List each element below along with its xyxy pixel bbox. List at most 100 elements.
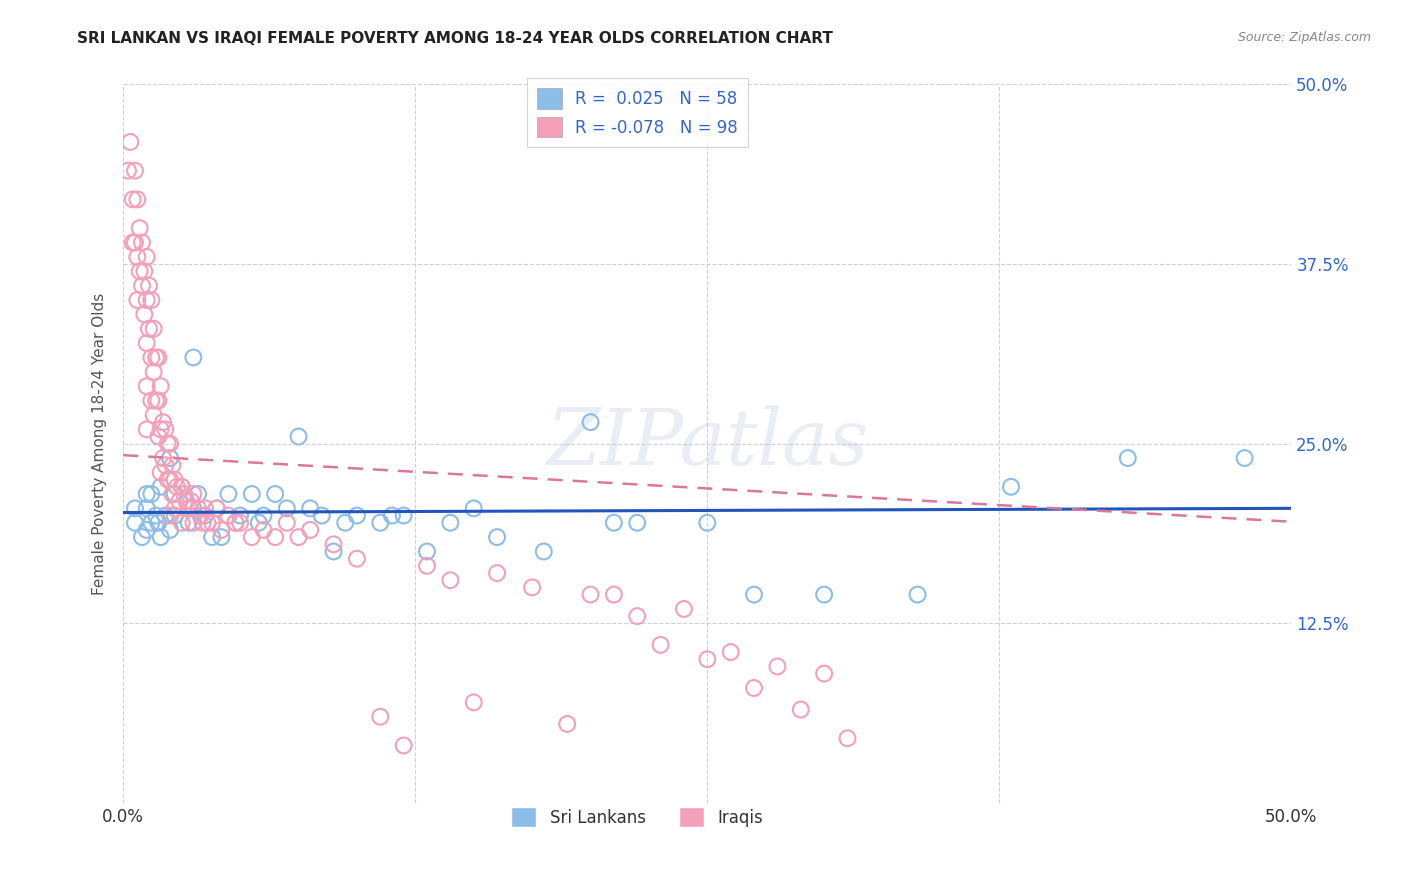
- Point: [742, 588, 765, 602]
- Point: [180, 494, 202, 508]
- Point: [205, 501, 228, 516]
- Point: [142, 408, 165, 422]
- Point: [229, 508, 252, 523]
- Point: [145, 393, 167, 408]
- Point: [322, 544, 344, 558]
- Point: [141, 487, 163, 501]
- Point: [311, 508, 333, 523]
- Point: [148, 429, 170, 443]
- Point: [209, 530, 232, 544]
- Point: [156, 473, 179, 487]
- Point: [163, 487, 186, 501]
- Point: [124, 235, 146, 250]
- Point: [813, 588, 835, 602]
- Text: SRI LANKAN VS IRAQI FEMALE POVERTY AMONG 18-24 YEAR OLDS CORRELATION CHART: SRI LANKAN VS IRAQI FEMALE POVERTY AMONG…: [77, 31, 834, 46]
- Point: [142, 322, 165, 336]
- Point: [141, 293, 163, 307]
- Point: [766, 659, 789, 673]
- Point: [205, 501, 228, 516]
- Point: [155, 458, 177, 473]
- Text: ZIPatlas: ZIPatlas: [546, 406, 869, 482]
- Point: [240, 530, 263, 544]
- Point: [135, 250, 157, 264]
- Point: [392, 739, 415, 753]
- Point: [439, 573, 461, 587]
- Point: [626, 609, 648, 624]
- Point: [1116, 451, 1139, 466]
- Point: [152, 451, 174, 466]
- Point: [287, 530, 309, 544]
- Point: [194, 508, 217, 523]
- Point: [224, 516, 246, 530]
- Point: [159, 436, 181, 450]
- Point: [486, 530, 509, 544]
- Point: [173, 487, 195, 501]
- Point: [120, 135, 142, 149]
- Point: [124, 163, 146, 178]
- Point: [229, 516, 252, 530]
- Point: [813, 666, 835, 681]
- Point: [176, 494, 198, 508]
- Point: [163, 501, 186, 516]
- Point: [127, 293, 149, 307]
- Point: [217, 508, 239, 523]
- Point: [138, 278, 160, 293]
- Point: [555, 717, 578, 731]
- Point: [191, 516, 214, 530]
- Point: [131, 530, 153, 544]
- Point: [177, 501, 200, 516]
- Point: [837, 731, 859, 746]
- Point: [183, 351, 205, 365]
- Point: [190, 508, 212, 523]
- Point: [392, 508, 415, 523]
- Point: [134, 307, 156, 321]
- Point: [131, 235, 153, 250]
- Point: [141, 351, 163, 365]
- Point: [159, 523, 181, 537]
- Point: [368, 710, 391, 724]
- Point: [134, 264, 156, 278]
- Y-axis label: Female Poverty Among 18-24 Year Olds: Female Poverty Among 18-24 Year Olds: [93, 293, 107, 595]
- Point: [187, 501, 209, 516]
- Point: [149, 530, 172, 544]
- Point: [149, 422, 172, 436]
- Point: [177, 516, 200, 530]
- Point: [149, 480, 172, 494]
- Point: [603, 588, 626, 602]
- Point: [159, 473, 181, 487]
- Point: [486, 566, 509, 580]
- Point: [1233, 451, 1256, 466]
- Point: [155, 508, 177, 523]
- Point: [170, 480, 193, 494]
- Point: [169, 494, 191, 508]
- Point: [197, 516, 219, 530]
- Point: [240, 487, 263, 501]
- Point: [224, 516, 246, 530]
- Point: [907, 588, 929, 602]
- Point: [201, 530, 224, 544]
- Point: [163, 473, 186, 487]
- Point: [346, 508, 368, 523]
- Point: [145, 508, 167, 523]
- Point: [170, 480, 193, 494]
- Point: [128, 221, 150, 235]
- Point: [156, 436, 179, 450]
- Point: [127, 250, 149, 264]
- Point: [790, 702, 813, 716]
- Point: [142, 365, 165, 379]
- Point: [148, 393, 170, 408]
- Point: [141, 516, 163, 530]
- Legend: Sri Lankans, Iraqis: Sri Lankans, Iraqis: [505, 800, 769, 834]
- Point: [149, 379, 172, 393]
- Point: [672, 602, 695, 616]
- Point: [381, 508, 404, 523]
- Point: [135, 293, 157, 307]
- Point: [124, 516, 146, 530]
- Point: [159, 508, 181, 523]
- Point: [322, 537, 344, 551]
- Point: [696, 516, 718, 530]
- Point: [148, 516, 170, 530]
- Point: [696, 652, 718, 666]
- Point: [159, 451, 181, 466]
- Point: [264, 530, 287, 544]
